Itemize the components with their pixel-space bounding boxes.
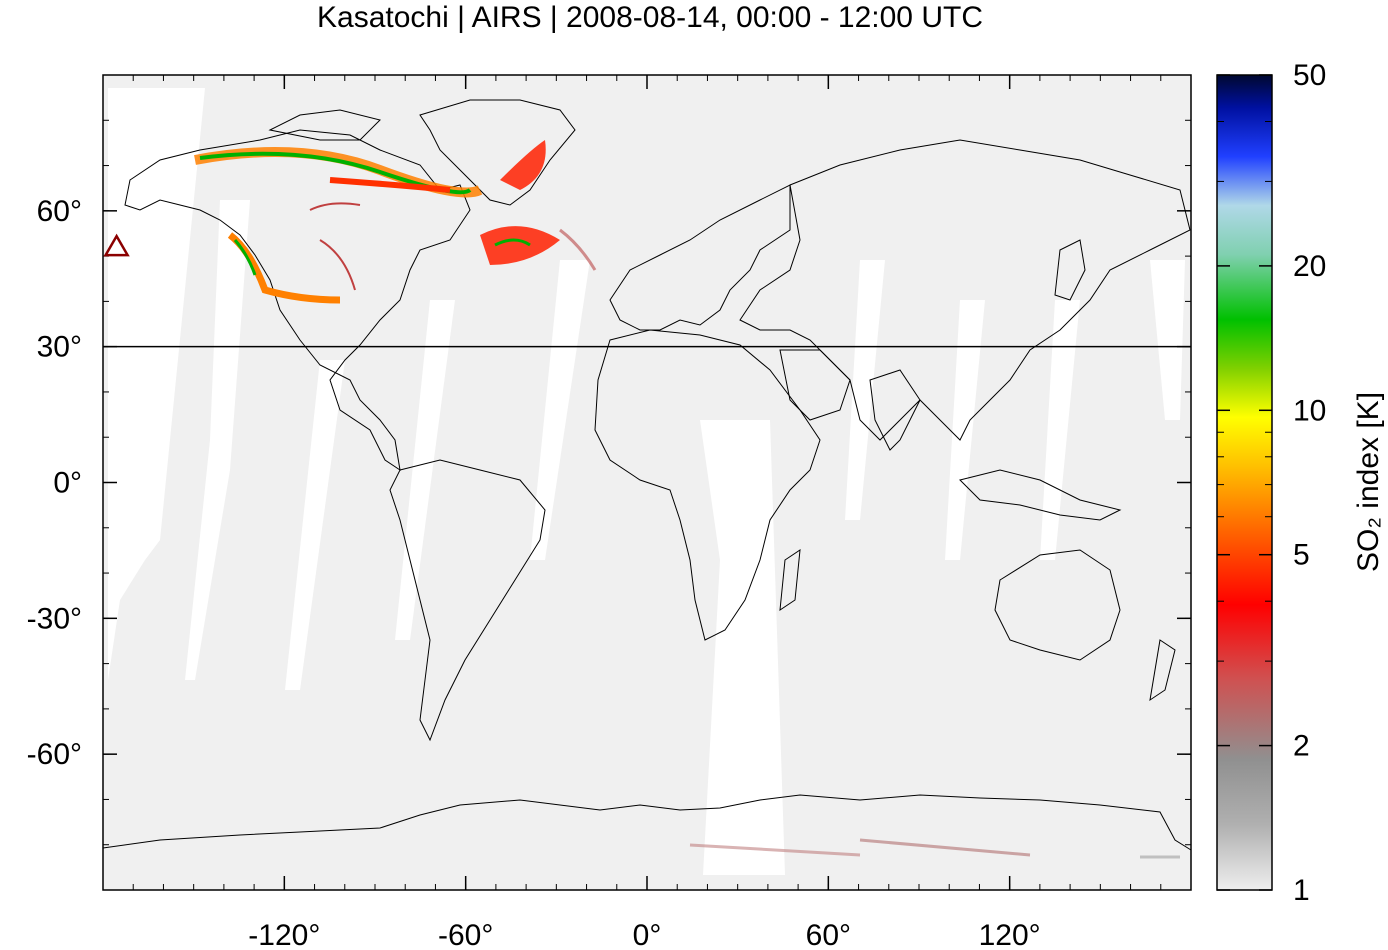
so2-plumes: [194, 140, 1180, 859]
y-tick-label: 0°: [53, 467, 82, 500]
x-tick-label: -60°: [438, 919, 493, 950]
x-tick-label: 60°: [806, 919, 851, 950]
colorbar: [1216, 74, 1273, 891]
colorbar-tick-label: 5: [1293, 539, 1310, 572]
y-tick-label: 30°: [37, 331, 82, 364]
y-tick-label: 60°: [37, 195, 82, 228]
colorbar-tick-label: 2: [1293, 730, 1310, 763]
x-tick-label: 120°: [979, 919, 1041, 950]
y-tick-label: -30°: [27, 602, 82, 635]
colorbar-tick-label: 50: [1293, 59, 1326, 92]
map-title: Kasatochi | AIRS | 2008-08-14, 00:00 - 1…: [317, 1, 983, 34]
x-tick-label: -120°: [248, 919, 320, 950]
triangle-marker-icon: [103, 233, 130, 257]
x-tick-label: 0°: [633, 919, 662, 950]
colorbar-tick-label: 10: [1293, 394, 1326, 427]
colorbar-tick-label: 20: [1293, 250, 1326, 283]
orbit-gap-stripes: [108, 88, 1185, 875]
map-axes: -120° -60° 0° 60° 120° 60° 30° 0° -30° -60°: [27, 75, 1191, 950]
colorbar-ticks: 50 20 10 5 2 1: [1217, 59, 1326, 907]
colorbar-tick-label: 1: [1293, 874, 1310, 907]
coastlines: [102, 99, 1192, 851]
colorbar-label: SO₂ index [K]: [1352, 392, 1385, 572]
y-tick-label: -60°: [27, 738, 82, 771]
